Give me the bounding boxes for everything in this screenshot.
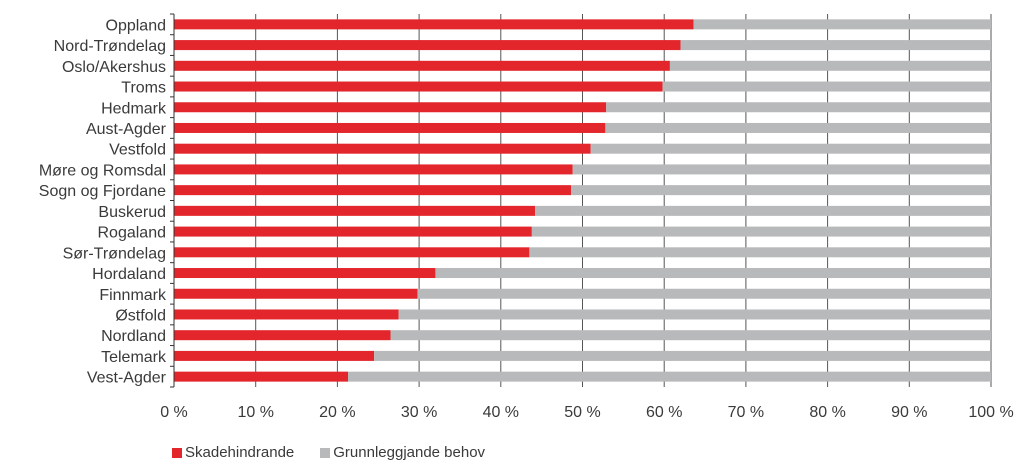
x-tick-label: 90 % <box>891 404 927 421</box>
bar-grunnleggjande-behov <box>669 60 991 71</box>
legend-label-grunnleggjande-behov: Grunnleggjande behov <box>333 444 486 461</box>
category-label: Oslo/Akershus <box>62 59 166 76</box>
bar-skadehindrande <box>174 309 399 320</box>
x-tick-label: 40 % <box>483 404 519 421</box>
x-tick-label: 30 % <box>401 404 437 421</box>
category-label: Sogn og Fjordane <box>39 183 166 200</box>
stacked-bar-chart: Oppland Nord-Trøndelag Oslo/Akershus Troms H… <box>39 13 1014 421</box>
x-tick-label: 20 % <box>319 404 355 421</box>
bar-grunnleggjande-behov <box>571 185 991 196</box>
bar-grunnleggjande-behov <box>435 268 991 279</box>
bar-skadehindrande <box>174 185 572 196</box>
bar-skadehindrande <box>174 268 436 279</box>
legend-item-skadehindrande: Skadehindrande <box>172 444 294 461</box>
bar-skadehindrande <box>174 205 536 216</box>
category-label: Troms <box>121 80 166 97</box>
category-label: Sør-Trøndelag <box>63 245 166 262</box>
bar-grunnleggjande-behov <box>535 205 991 216</box>
x-tick-label: 80 % <box>809 404 845 421</box>
legend-item-grunnleggjande-behov: Grunnleggjande behov <box>320 444 485 461</box>
category-label: Hedmark <box>101 100 167 117</box>
bar-skadehindrande <box>174 330 391 341</box>
legend-swatch-skadehindrande <box>172 447 182 458</box>
bar-skadehindrande <box>174 19 694 30</box>
bar-skadehindrande <box>174 81 663 92</box>
bar-grunnleggjande-behov <box>662 81 991 92</box>
category-label: Vest-Agder <box>87 370 167 387</box>
legend-swatch-grunnleggjande-behov <box>320 447 331 458</box>
x-tick-label: 100 % <box>968 404 1013 421</box>
x-tick-label: 0 % <box>160 404 188 421</box>
bar-skadehindrande <box>174 350 375 361</box>
bar-grunnleggjande-behov <box>605 122 991 133</box>
bar-skadehindrande <box>174 164 573 175</box>
bar-grunnleggjande-behov <box>606 102 991 113</box>
bar-skadehindrande <box>174 102 607 113</box>
bar-grunnleggjande-behov <box>693 19 991 30</box>
category-label: Møre og Romsdal <box>39 162 166 179</box>
bar-grunnleggjande-behov <box>417 288 991 299</box>
bar-grunnleggjande-behov <box>348 371 991 382</box>
bar-grunnleggjande-behov <box>374 350 991 361</box>
gridlines <box>255 14 992 387</box>
bar-skadehindrande <box>174 371 349 382</box>
bar-skadehindrande <box>174 40 681 51</box>
category-label: Buskerud <box>98 204 166 221</box>
category-label: Vestfold <box>109 142 166 159</box>
category-label: Rogaland <box>98 225 167 242</box>
category-label: Nordland <box>101 328 166 345</box>
category-label: Hordaland <box>92 266 166 283</box>
bar-grunnleggjande-behov <box>680 40 991 51</box>
bar-grunnleggjande-behov <box>529 247 991 258</box>
category-label: Østfold <box>115 307 166 324</box>
bar-grunnleggjande-behov <box>398 309 991 320</box>
x-tick-label: 10 % <box>237 404 273 421</box>
bar-skadehindrande <box>174 60 670 71</box>
bar-skadehindrande <box>174 143 591 154</box>
x-tick-label: 70 % <box>728 404 764 421</box>
legend: Skadehindrande Grunnleggjande behov <box>172 444 485 461</box>
axes <box>170 13 175 388</box>
bar-skadehindrande <box>174 247 530 258</box>
bar-grunnleggjande-behov <box>572 164 991 175</box>
legend-label-skadehindrande: Skadehindrande <box>185 444 295 461</box>
bar-skadehindrande <box>174 122 606 133</box>
bar-skadehindrande <box>174 288 418 299</box>
category-label: Telemark <box>101 349 167 366</box>
x-tick-label: 60 % <box>646 404 682 421</box>
category-label: Nord-Trøndelag <box>54 38 166 55</box>
bar-grunnleggjande-behov <box>590 143 991 154</box>
x-tick-labels: 0 % 10 % 20 % 30 % 40 % 50 % 60 % 70 % 80 % 90 % 1… <box>160 404 1013 421</box>
category-labels: Oppland Nord-Trøndelag Oslo/Akershus Troms H… <box>39 17 167 386</box>
category-label: Oppland <box>106 17 167 34</box>
x-tick-label: 50 % <box>564 404 600 421</box>
category-label: Finnmark <box>99 287 167 304</box>
bar-grunnleggjande-behov <box>531 226 991 237</box>
bar-grunnleggjande-behov <box>390 330 991 341</box>
category-label: Aust-Agder <box>86 121 167 138</box>
bars <box>174 19 991 382</box>
bar-skadehindrande <box>174 226 532 237</box>
